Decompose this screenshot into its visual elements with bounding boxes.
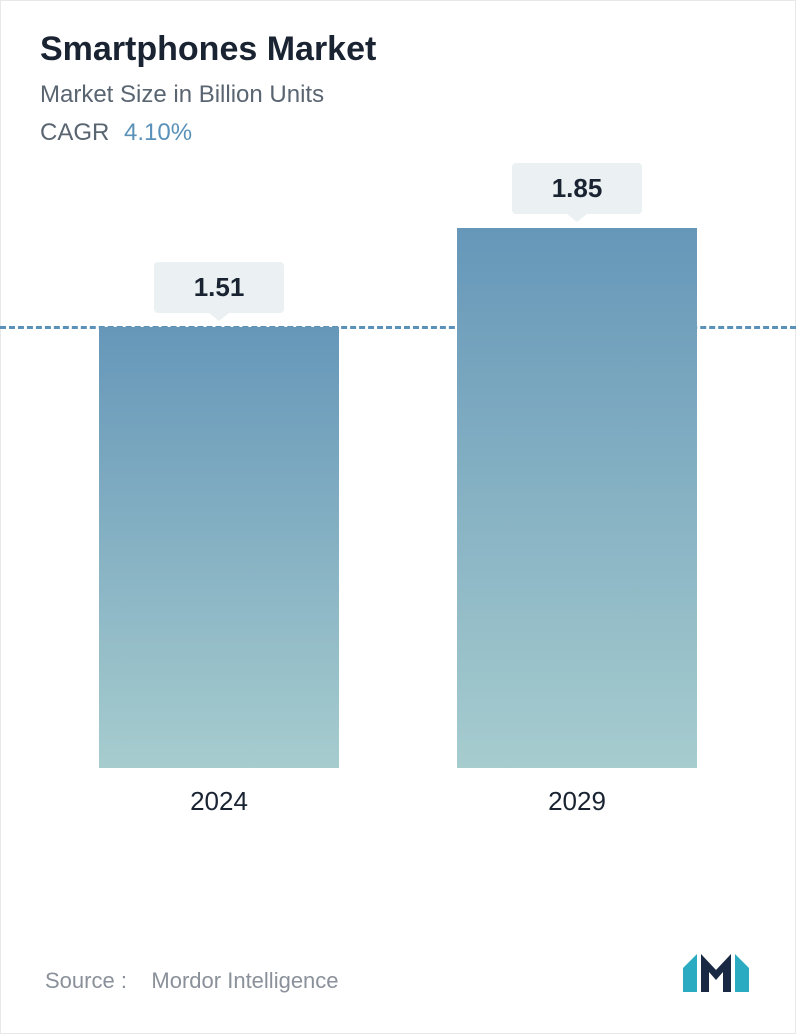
logo-icon bbox=[681, 950, 751, 994]
value-badge: 1.51 bbox=[154, 262, 285, 313]
value-badge: 1.85 bbox=[512, 163, 643, 214]
x-axis-label: 2024 bbox=[190, 786, 248, 817]
bar bbox=[99, 327, 339, 768]
chart-area: 1.5120241.852029 bbox=[60, 197, 736, 920]
bar bbox=[457, 228, 697, 768]
bar-group: 1.51 2024 bbox=[99, 262, 339, 817]
cagr-value: 4.10% bbox=[124, 119, 192, 146]
chart-container: Smartphones Market Market Size in Billio… bbox=[0, 0, 796, 1034]
cagr-label: CAGR bbox=[40, 119, 109, 146]
source-label: Source : bbox=[45, 968, 127, 993]
chart-title: Smartphones Market bbox=[40, 30, 756, 69]
brand-logo bbox=[681, 950, 751, 994]
source-name: Mordor Intelligence bbox=[151, 968, 338, 993]
x-axis-label: 2029 bbox=[548, 786, 606, 817]
footer: Source : Mordor Intelligence bbox=[40, 950, 756, 1004]
source-text: Source : Mordor Intelligence bbox=[45, 968, 339, 994]
bars-wrapper: 1.5120241.852029 bbox=[60, 197, 736, 817]
bar-group: 1.85 2029 bbox=[457, 163, 697, 817]
chart-subtitle: Market Size in Billion Units bbox=[40, 81, 756, 109]
cagr-row: CAGR 4.10% bbox=[40, 119, 756, 147]
